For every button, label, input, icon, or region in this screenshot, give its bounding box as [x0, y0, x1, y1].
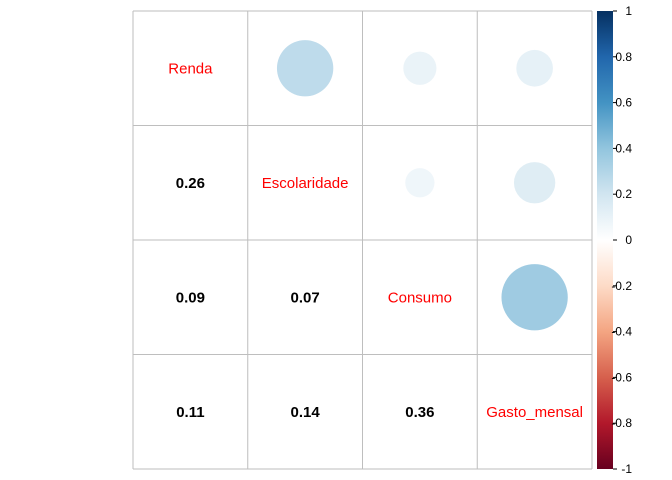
- variable-label: Renda: [168, 60, 213, 77]
- correlation-value: 0.09: [176, 289, 205, 306]
- colorbar-tick-label: -0.6: [611, 370, 632, 384]
- colorbar-tick-label: 0.8: [615, 50, 632, 64]
- correlation-circle: [501, 264, 568, 331]
- colorbar-tick-label: -1: [621, 462, 632, 476]
- colorbar-tick-label: 0.2: [615, 187, 632, 201]
- correlation-circle: [276, 40, 334, 97]
- correlation-value: 0.26: [176, 175, 205, 192]
- correlation-value: 0.36: [405, 404, 434, 421]
- matrix-cells: Renda 0.26 Escolaridade 0.09 0.07 Consumo 0.11…: [168, 40, 583, 421]
- correlation-circle: [403, 51, 437, 85]
- correlation-value: 0.11: [176, 404, 204, 421]
- colorbar-tick-label: 0.6: [615, 96, 632, 110]
- colorbar-tick-label: -0.8: [611, 416, 632, 430]
- correlation-circle: [405, 168, 435, 198]
- colorbar-tick-label: 0: [625, 233, 632, 247]
- correlation-value: 0.14: [291, 404, 321, 421]
- colorbar-gradient: [597, 11, 613, 469]
- correlation-value: 0.07: [291, 289, 320, 306]
- colorbar-tick-label: 1: [625, 4, 632, 18]
- matrix-grid: [132, 10, 593, 470]
- colorbar-tick-label: -0.4: [611, 325, 632, 339]
- color-legend: 1 0.8 0.6 0.4 0.2 0 -0.2 -0.4 -0.6 -0.8 -1: [597, 4, 632, 476]
- correlation-circle: [513, 162, 556, 204]
- variable-label: Consumo: [388, 289, 452, 306]
- colorbar-tick-label: 0.4: [615, 141, 632, 155]
- correlation-circle: [516, 49, 553, 87]
- variable-label: Gasto_mensal: [486, 404, 583, 421]
- colorbar-tick-label: -0.2: [611, 279, 632, 293]
- variable-label: Escolaridade: [262, 175, 349, 192]
